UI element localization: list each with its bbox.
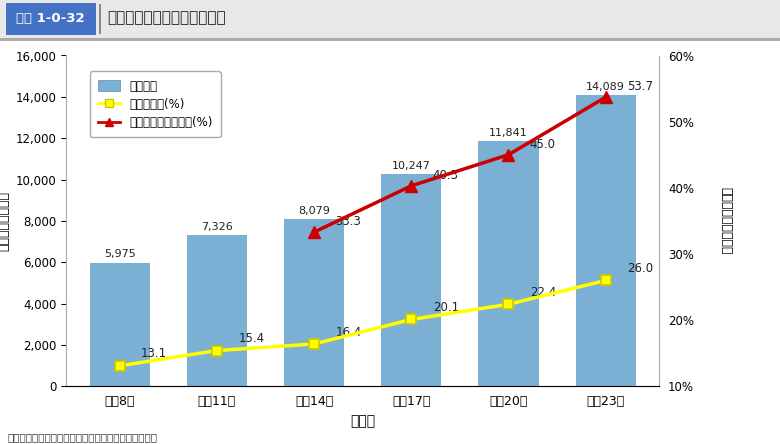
Text: 7,326: 7,326 bbox=[201, 222, 232, 231]
Text: 地震保険の契約件数等の推移: 地震保険の契約件数等の推移 bbox=[108, 11, 226, 26]
Text: 26.0: 26.0 bbox=[627, 262, 653, 275]
X-axis label: 年度末: 年度末 bbox=[350, 414, 375, 428]
Text: 13.1: 13.1 bbox=[141, 348, 167, 361]
Text: 16.4: 16.4 bbox=[335, 325, 362, 339]
Text: 10,247: 10,247 bbox=[392, 161, 431, 171]
Bar bbox=[284, 219, 344, 386]
Text: 5,975: 5,975 bbox=[104, 250, 136, 259]
Text: 出典：損害保険料率算出機構資料をもとに内閣府作成: 出典：損害保険料率算出機構資料をもとに内閣府作成 bbox=[8, 432, 158, 442]
Text: 40.3: 40.3 bbox=[433, 169, 459, 182]
Bar bbox=[6, 3, 96, 35]
Text: 図表 1-0-32: 図表 1-0-32 bbox=[16, 12, 85, 24]
Y-axis label: 世帯加入率・付帯率: 世帯加入率・付帯率 bbox=[719, 187, 732, 255]
Bar bbox=[478, 142, 539, 386]
Text: 20.1: 20.1 bbox=[433, 301, 459, 314]
Text: 8,079: 8,079 bbox=[298, 206, 330, 216]
Text: 15.4: 15.4 bbox=[239, 332, 264, 345]
Bar bbox=[381, 174, 441, 386]
Legend: 保有件数, 世帯加入率(%), 火災保険への付帯率(%): 保有件数, 世帯加入率(%), 火災保険への付帯率(%) bbox=[90, 71, 221, 138]
Text: 53.7: 53.7 bbox=[627, 80, 653, 93]
Text: 45.0: 45.0 bbox=[530, 138, 556, 151]
Y-axis label: 保有件数（千件）: 保有件数（千件） bbox=[0, 191, 10, 251]
Bar bbox=[186, 235, 247, 386]
Text: 14,089: 14,089 bbox=[587, 82, 625, 92]
Bar bbox=[99, 4, 101, 34]
Bar bbox=[90, 263, 150, 386]
Bar bbox=[0, 39, 780, 40]
Bar bbox=[576, 95, 636, 386]
Text: 22.4: 22.4 bbox=[530, 286, 556, 299]
Text: 33.3: 33.3 bbox=[335, 215, 361, 228]
Text: 11,841: 11,841 bbox=[489, 128, 528, 138]
